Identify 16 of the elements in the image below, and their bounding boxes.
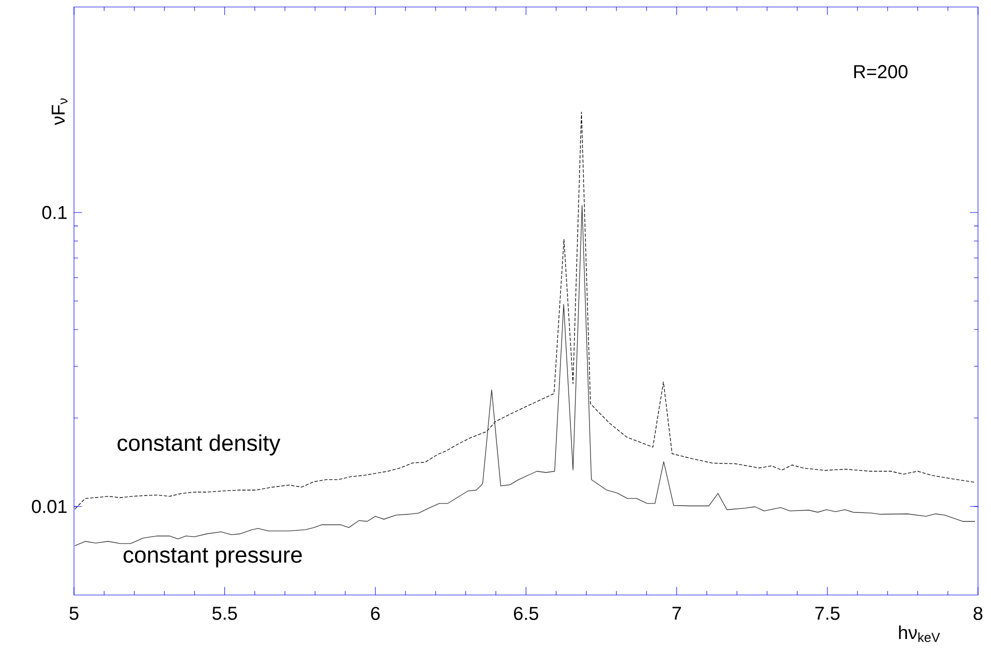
x-tick-label: 7 xyxy=(672,606,681,620)
line-series xyxy=(74,112,976,510)
line-series xyxy=(74,205,976,546)
y-tick-label: 0.1 xyxy=(42,206,67,220)
y-axis-title: νF$_{ν}$ xyxy=(52,98,68,126)
y-tick-label: 0.01 xyxy=(32,500,67,514)
annotation: R=200 xyxy=(854,65,908,78)
x-axis-title: hν$_{keV}$ xyxy=(899,625,940,642)
x-tick-label: 5 xyxy=(70,606,78,620)
x-tick-label: 6.5 xyxy=(514,606,538,620)
x-tick-label: 5.5 xyxy=(212,606,237,620)
series-label: constant density xyxy=(118,434,280,456)
series-label: constant pressure xyxy=(124,548,302,568)
x-tick-label: 8 xyxy=(974,606,982,620)
x-tick-label: 7.5 xyxy=(815,606,840,620)
x-tick-label: 6 xyxy=(371,606,380,620)
